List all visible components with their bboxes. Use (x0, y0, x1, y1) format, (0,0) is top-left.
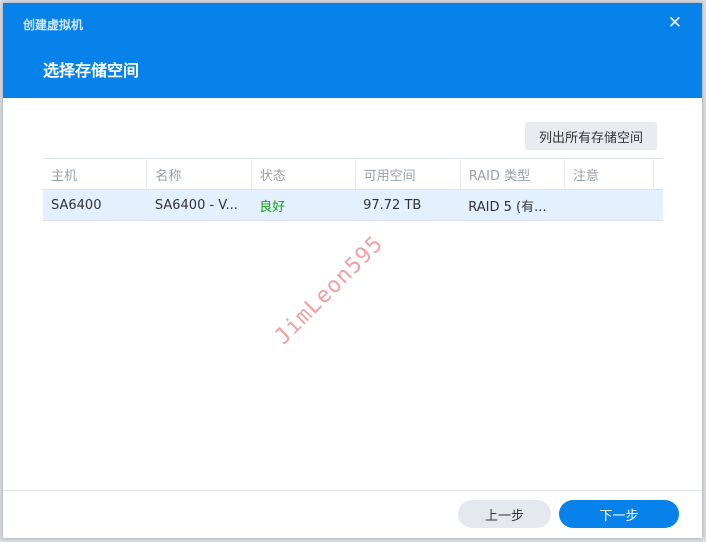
dialog-header: 创建虚拟机 ✕ 选择存储空间 (3, 3, 702, 98)
column-header[interactable]: 名称 (146, 158, 252, 190)
cell-name: SA6400 - V... (146, 189, 252, 221)
table-row[interactable]: SA6400 SA6400 - V... 良好 97.72 TB RAID 5 … (43, 189, 663, 221)
column-header[interactable]: 主机 (43, 158, 148, 190)
close-icon[interactable]: ✕ (667, 13, 682, 33)
storage-table: 主机 名称 状态 可用空间 RAID 类型 注意 SA6400 SA6400 -… (43, 158, 663, 221)
create-vm-dialog: 创建虚拟机 ✕ 选择存储空间 列出所有存储空间 主机 名称 状态 可用空间 RA… (3, 3, 702, 538)
cell-status: 良好 (251, 189, 356, 221)
cell-note (564, 189, 654, 221)
list-all-storage-button[interactable]: 列出所有存储空间 (525, 122, 657, 150)
page-title: 选择存储空间 (43, 61, 140, 80)
column-header[interactable]: 状态 (251, 158, 356, 190)
watermark: JimLeon595 (270, 231, 389, 350)
table-header: 主机 名称 状态 可用空间 RAID 类型 注意 (43, 158, 663, 190)
cell-host: SA6400 (43, 189, 147, 221)
app-title: 创建虚拟机 (23, 18, 84, 32)
column-filler (653, 158, 663, 190)
cell-filler (653, 189, 663, 221)
column-header[interactable]: RAID 类型 (460, 158, 565, 190)
next-button[interactable]: 下一步 (559, 500, 679, 528)
column-header[interactable]: 注意 (564, 158, 655, 190)
previous-button[interactable]: 上一步 (458, 500, 551, 528)
column-header[interactable]: 可用空间 (355, 158, 461, 190)
dialog-footer: 上一步 下一步 (3, 490, 702, 538)
cell-raid: RAID 5 (有... (460, 189, 565, 221)
cell-free-space: 97.72 TB (355, 189, 461, 221)
